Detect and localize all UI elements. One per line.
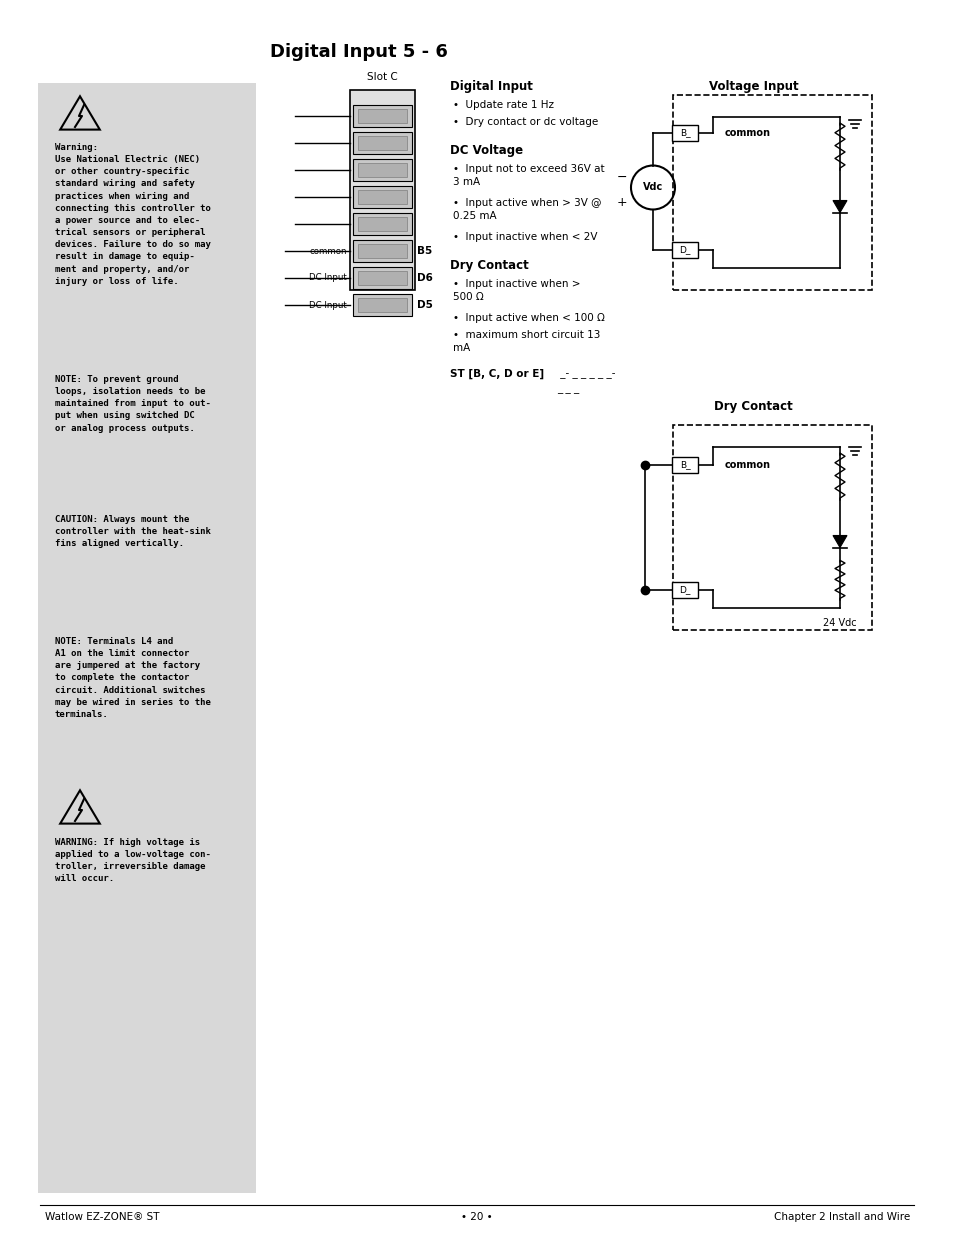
Text: common: common — [309, 247, 347, 256]
Text: NOTE: Terminals L4 and
A1 on the limit connector
are jumpered at the factory
to : NOTE: Terminals L4 and A1 on the limit c… — [55, 637, 211, 719]
Bar — [353, 159, 412, 182]
Text: •  Update rate 1 Hz: • Update rate 1 Hz — [453, 100, 554, 110]
Polygon shape — [832, 200, 846, 212]
Text: Vdc: Vdc — [642, 183, 662, 193]
Text: •  Dry contact or dc voltage: • Dry contact or dc voltage — [453, 117, 598, 127]
Text: •  Input active when < 100 Ω: • Input active when < 100 Ω — [453, 312, 604, 324]
Text: common: common — [724, 128, 770, 138]
Bar — [353, 132, 412, 154]
Bar — [671, 242, 698, 258]
Text: • 20 •: • 20 • — [460, 1212, 493, 1221]
Bar — [672, 95, 871, 290]
Text: •  Input active when > 3V @
0.25 mA: • Input active when > 3V @ 0.25 mA — [453, 198, 601, 221]
Text: +: + — [616, 196, 626, 209]
Bar — [353, 294, 412, 316]
Bar — [353, 105, 412, 127]
Text: B_: B_ — [679, 461, 690, 469]
Text: Dry Contact: Dry Contact — [450, 259, 528, 272]
Bar — [672, 425, 871, 630]
Text: ST [B, C, D or E]: ST [B, C, D or E] — [450, 369, 543, 379]
Bar — [353, 212, 412, 235]
Bar — [357, 245, 407, 258]
Text: •  Input inactive when >
500 Ω: • Input inactive when > 500 Ω — [453, 279, 579, 303]
Text: Slot C: Slot C — [367, 72, 397, 82]
Text: D6: D6 — [416, 273, 433, 283]
Text: Digital Input 5 - 6: Digital Input 5 - 6 — [270, 43, 447, 61]
Text: •  Input inactive when < 2V: • Input inactive when < 2V — [453, 232, 597, 242]
Bar — [357, 190, 407, 204]
Text: −: − — [616, 170, 626, 184]
Text: DC Voltage: DC Voltage — [450, 144, 522, 157]
Text: D5: D5 — [416, 300, 433, 310]
Text: Watlow EZ-ZONE® ST: Watlow EZ-ZONE® ST — [45, 1212, 159, 1221]
Text: NOTE: To prevent ground
loops, isolation needs to be
maintained from input to ou: NOTE: To prevent ground loops, isolation… — [55, 375, 211, 432]
Bar — [353, 267, 412, 289]
Text: B5: B5 — [416, 246, 432, 256]
Bar — [357, 217, 407, 231]
Bar — [357, 163, 407, 177]
Text: Dry Contact: Dry Contact — [714, 400, 792, 412]
Bar — [357, 270, 407, 285]
Bar — [357, 136, 407, 149]
Bar — [671, 457, 698, 473]
Text: WARNING: If high voltage is
applied to a low-voltage con-
troller, irreversible : WARNING: If high voltage is applied to a… — [55, 839, 211, 883]
Text: Warning:
Use National Electric (NEC)
or other country-specific
standard wiring a: Warning: Use National Electric (NEC) or … — [55, 143, 211, 285]
Bar — [353, 186, 412, 207]
Bar — [357, 109, 407, 124]
Text: Chapter 2 Install and Wire: Chapter 2 Install and Wire — [773, 1212, 909, 1221]
Bar — [353, 240, 412, 262]
Text: DC Input: DC Input — [309, 273, 347, 283]
Bar — [350, 90, 415, 290]
Text: D_: D_ — [679, 585, 690, 594]
Text: Digital Input: Digital Input — [450, 80, 533, 93]
Text: B_: B_ — [679, 128, 690, 137]
Text: •  Input not to exceed 36V at
3 mA: • Input not to exceed 36V at 3 mA — [453, 164, 604, 188]
Text: •  maximum short circuit 13
mA: • maximum short circuit 13 mA — [453, 330, 599, 353]
Text: common: common — [724, 459, 770, 471]
Text: CAUTION: Always mount the
controller with the heat-sink
fins aligned vertically.: CAUTION: Always mount the controller wit… — [55, 515, 211, 548]
Text: _- _ _ _ _ _-
_ _ _: _- _ _ _ _ _- _ _ _ — [557, 369, 615, 393]
Text: D_: D_ — [679, 246, 690, 254]
Bar — [357, 298, 407, 312]
Text: Voltage Input: Voltage Input — [708, 80, 798, 93]
Text: DC Input: DC Input — [309, 300, 347, 310]
Bar — [671, 125, 698, 141]
Bar — [671, 582, 698, 598]
Polygon shape — [832, 536, 846, 547]
Bar — [38, 83, 255, 1193]
Text: 24 Vdc: 24 Vdc — [822, 618, 856, 629]
